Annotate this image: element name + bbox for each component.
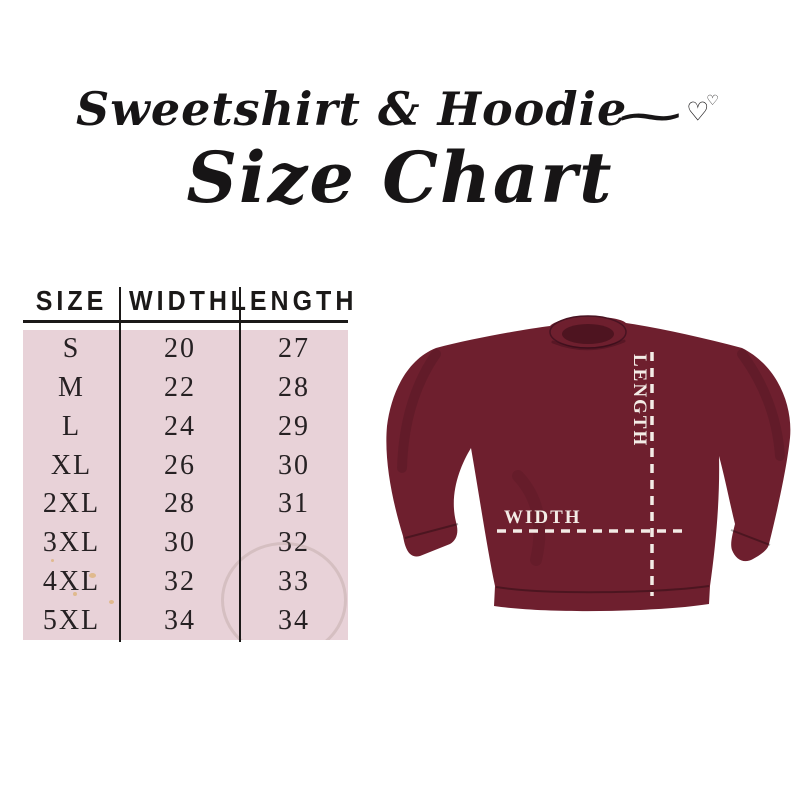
table-column-divider (119, 287, 121, 642)
width-label: WIDTH (504, 507, 582, 528)
page-title: Sweetshirt & Hoodie~♡♡ Size Chart (0, 84, 800, 214)
size-cell: 2XL (42, 488, 101, 520)
small-heart-icon: ♡ (706, 93, 720, 109)
sweatshirt-diagram: WIDTH LENGTH (378, 298, 800, 630)
column-header-length: LENGTH (230, 285, 358, 317)
width-cell: 22 (164, 372, 196, 404)
width-cell: 34 (164, 604, 196, 636)
size-cell: 3XL (42, 527, 101, 559)
size-cell: 4XL (42, 565, 101, 597)
width-cell: 28 (164, 488, 196, 520)
waistband-seam (495, 585, 710, 594)
length-cell: 27 (278, 333, 310, 365)
width-cell: 32 (164, 565, 196, 597)
swash-flourish-icon: ~ (612, 93, 692, 138)
size-cell: XL (50, 449, 93, 481)
crewneck-sweatshirt-illustration: WIDTH LENGTH (386, 315, 791, 612)
body-fold-shading (512, 470, 546, 566)
left-sleeve-shading (397, 349, 441, 473)
title-garments-text: Sweetshirt & Hoodie (76, 82, 628, 136)
size-chart-table: SIZE WIDTH LENGTH S 20 27 M 22 28 L 24 2… (23, 283, 358, 642)
length-cell: 30 (278, 449, 310, 481)
width-cell: 20 (164, 333, 196, 365)
paper-speck (73, 592, 77, 596)
collar-fold-shadow (551, 339, 626, 351)
table-column-divider (239, 287, 241, 642)
heart-icon: ♡ (686, 97, 711, 128)
length-label: LENGTH (629, 354, 650, 447)
size-cell: L (61, 410, 82, 442)
paper-stain (221, 542, 347, 640)
size-cell: M (58, 372, 85, 404)
paper-speck (51, 559, 54, 562)
paper-speck (109, 600, 114, 604)
width-cell: 30 (164, 527, 196, 559)
right-cuff-seam (730, 529, 771, 546)
length-cell: 28 (278, 372, 310, 404)
table-body: S 20 27 M 22 28 L 24 29 XL 26 30 2XL 28 … (23, 330, 348, 640)
width-cell: 24 (164, 410, 196, 442)
paper-speck (89, 573, 96, 578)
size-cell: S (62, 333, 81, 365)
length-cell: 31 (278, 488, 310, 520)
title-size-chart: Size Chart (186, 135, 614, 219)
left-cuff-seam (404, 523, 459, 539)
column-header-size: SIZE (35, 285, 108, 317)
column-header-width: WIDTH (129, 285, 231, 317)
length-cell: 29 (278, 410, 310, 442)
right-sleeve-shading (737, 349, 785, 461)
width-cell: 26 (164, 449, 196, 481)
size-cell: 5XL (42, 604, 101, 636)
sweatshirt-body (386, 316, 791, 612)
title-garments: Sweetshirt & Hoodie~♡♡ (0, 82, 800, 138)
table-header-row: SIZE WIDTH LENGTH (23, 283, 358, 323)
collar-opening (562, 324, 614, 344)
